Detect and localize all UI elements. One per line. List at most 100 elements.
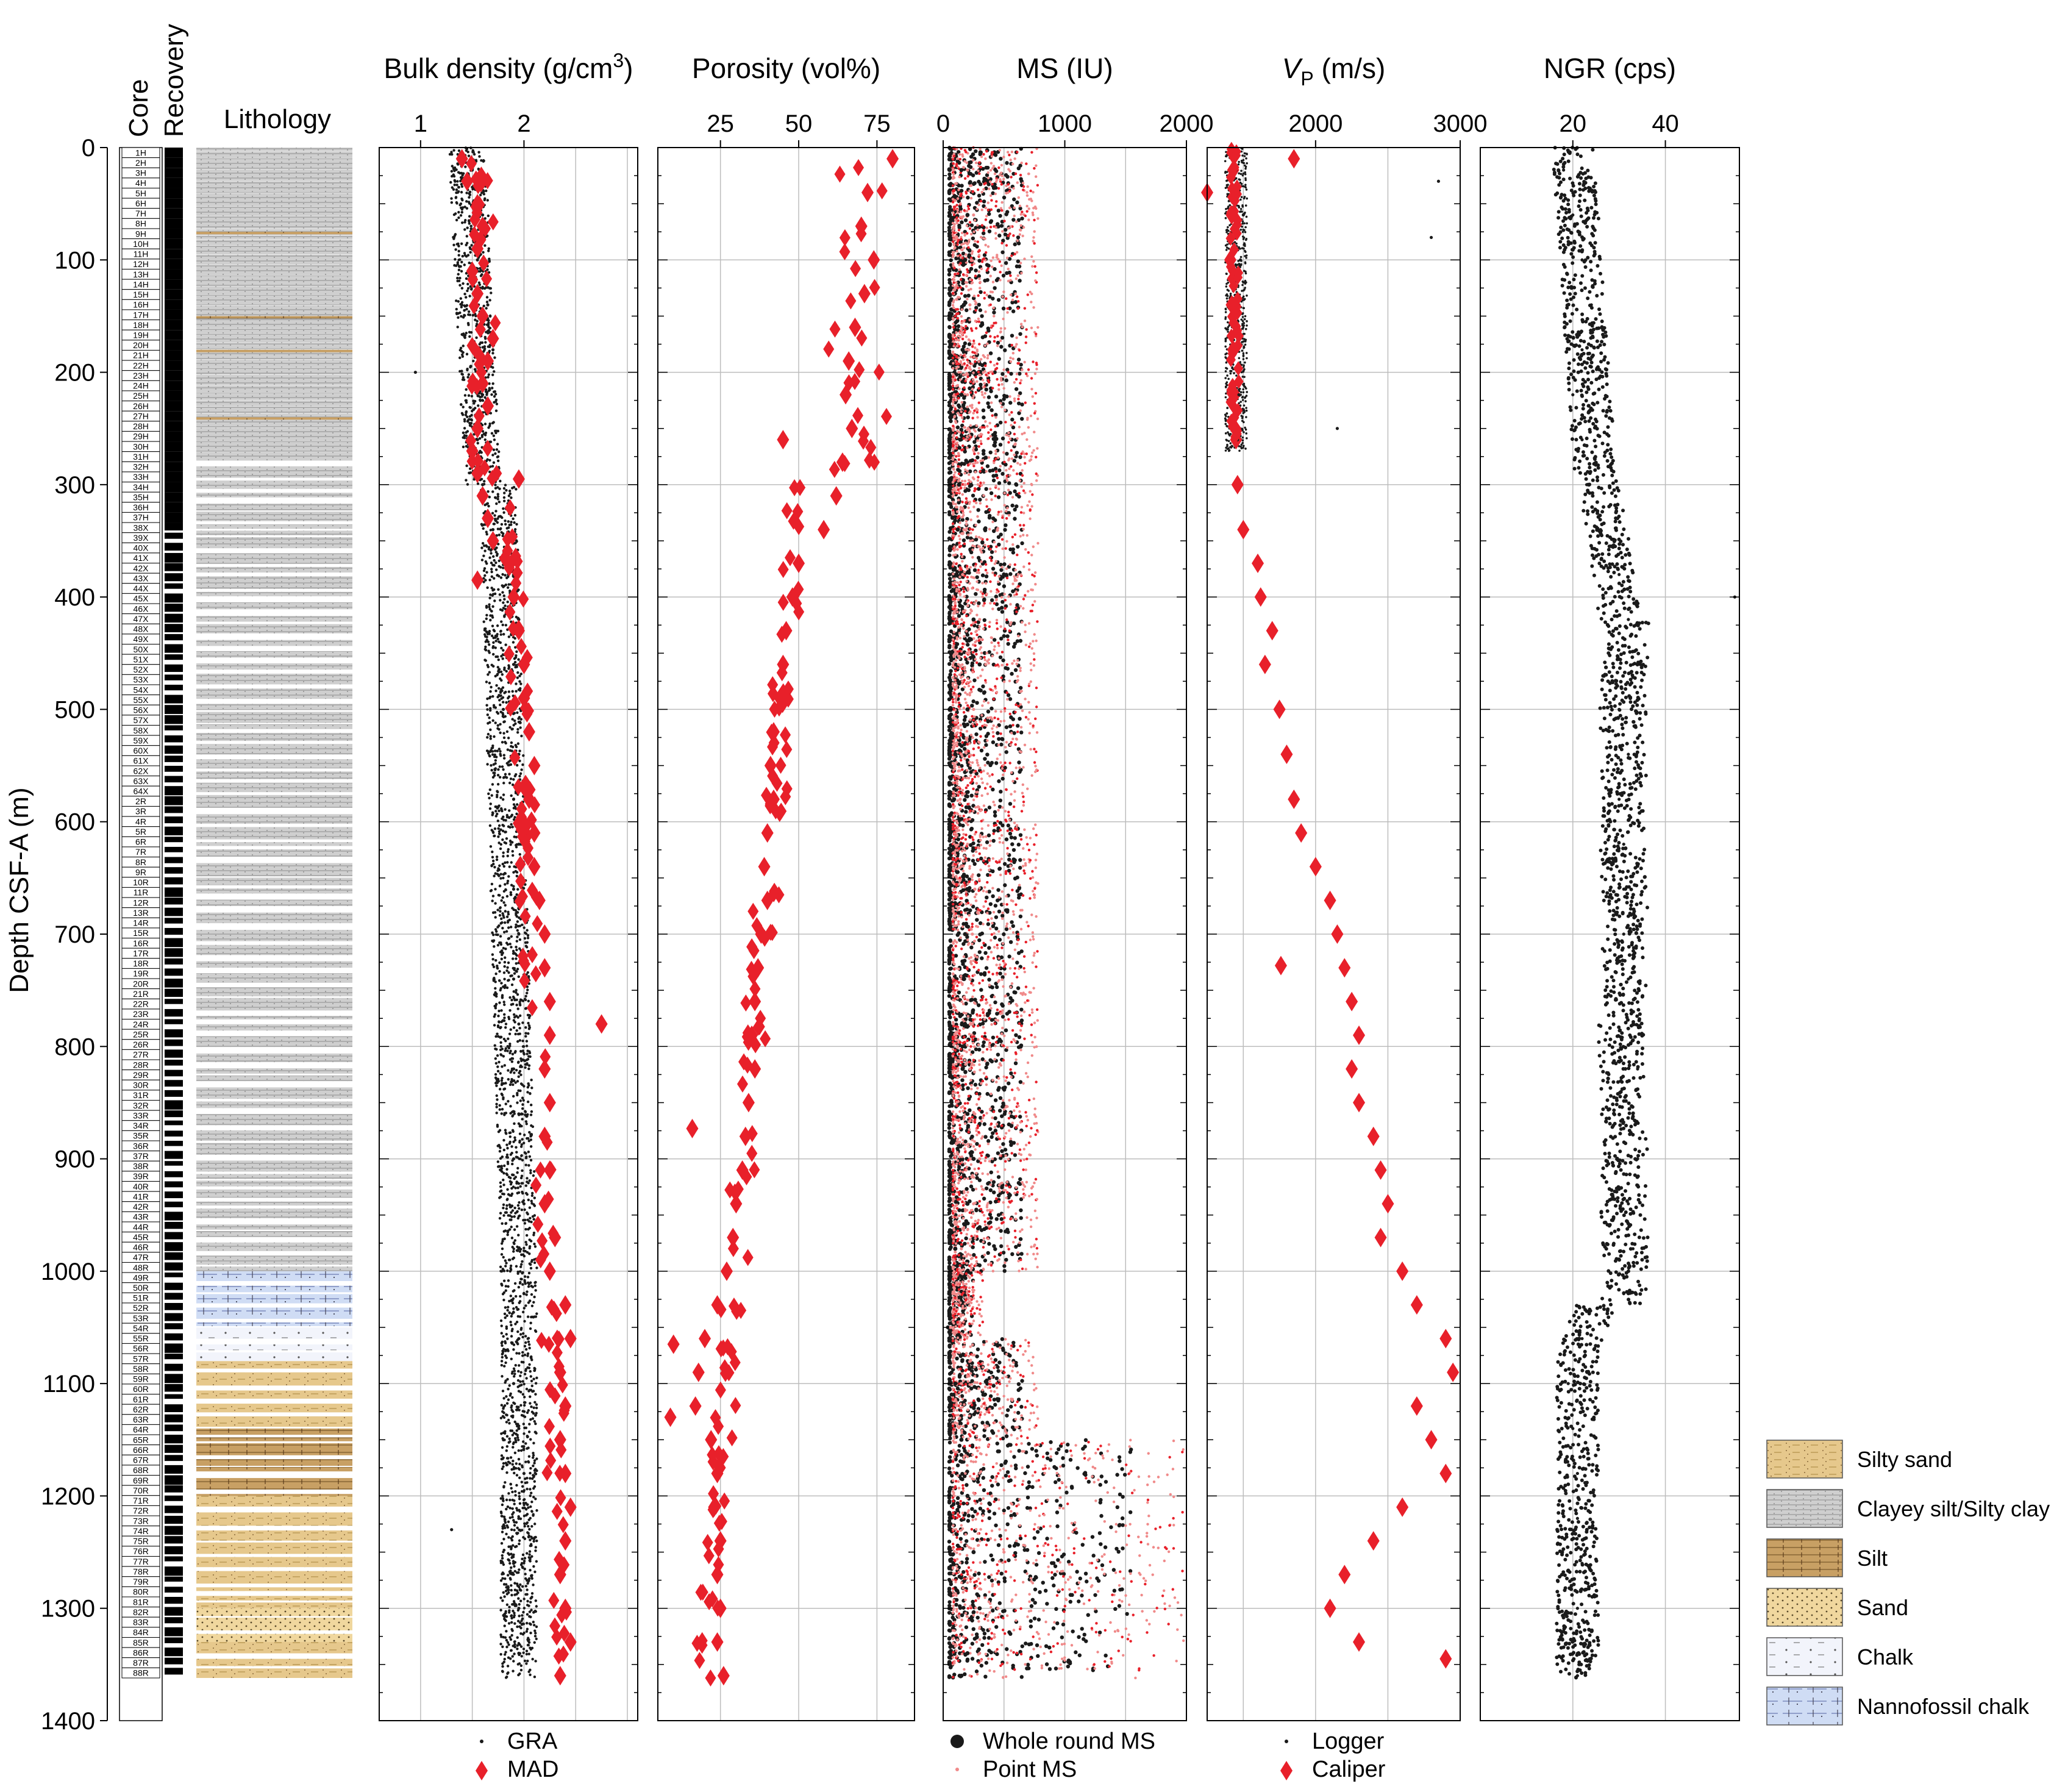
gra-point	[522, 1631, 526, 1635]
recovery-bar	[165, 1394, 183, 1399]
gra-point	[492, 641, 495, 644]
gra-point	[533, 1570, 537, 1574]
gra-point	[492, 704, 496, 707]
gra-point	[513, 1021, 516, 1024]
mad-point	[503, 645, 515, 663]
gra-point	[519, 1621, 522, 1624]
lithology-interval	[196, 418, 352, 427]
gra-point	[501, 1240, 504, 1243]
gra-point	[515, 523, 518, 526]
gra-point	[519, 1668, 523, 1672]
gra-point	[493, 523, 496, 526]
gra-point	[525, 1630, 529, 1633]
gra-point	[512, 885, 515, 888]
lithology-interval	[196, 480, 352, 489]
gra-point	[533, 1196, 537, 1199]
gra-point	[499, 987, 502, 990]
gra-point	[530, 1510, 533, 1513]
gra-point	[519, 1371, 522, 1374]
core-label: 76R	[133, 1546, 149, 1556]
core-label: 4H	[135, 178, 146, 188]
gra-point	[515, 948, 518, 952]
gra-point	[514, 1187, 517, 1190]
recovery-bar	[165, 725, 183, 730]
gra-point	[490, 552, 493, 555]
gra-point	[521, 1485, 524, 1488]
recovery-bar	[165, 1576, 183, 1582]
gra-point	[510, 1633, 513, 1637]
gra-point	[495, 1105, 498, 1108]
gra-point	[493, 559, 496, 562]
gra-point	[505, 894, 509, 898]
whole-round-ms-point	[1017, 1035, 1022, 1040]
gra-point	[508, 1131, 511, 1135]
gra-point	[508, 1437, 511, 1440]
gra-point	[530, 1410, 534, 1413]
recovery-bar	[165, 1435, 183, 1444]
gra-point	[493, 356, 496, 359]
whole-round-ms-point	[990, 1483, 994, 1488]
gra-point	[501, 823, 504, 827]
gra-point	[488, 299, 491, 302]
gra-point	[535, 1406, 538, 1410]
gra-point	[508, 918, 512, 922]
gra-point	[496, 774, 500, 777]
mad-point	[532, 915, 543, 932]
gra-point	[528, 1179, 531, 1182]
gra-point	[528, 1245, 532, 1248]
gra-point	[504, 1676, 508, 1679]
gra-point	[499, 906, 502, 909]
gra-point	[502, 1335, 505, 1338]
whole-round-ms-point	[1104, 1653, 1108, 1658]
core-label: 11H	[134, 249, 149, 259]
gra-point	[527, 1525, 530, 1528]
gra-point	[533, 1242, 536, 1246]
gra-point	[508, 1032, 512, 1035]
gra-point	[522, 1382, 526, 1386]
gra-point	[526, 1599, 529, 1603]
core-label: 45X	[134, 594, 149, 604]
core-label: 39X	[134, 533, 149, 543]
gra-point	[452, 243, 455, 246]
lithology-interval	[196, 441, 352, 452]
gra-point	[501, 1283, 504, 1287]
gra-point	[525, 1233, 529, 1237]
gra-point	[506, 1505, 510, 1508]
gra-point	[523, 1344, 527, 1348]
gra-point	[513, 1471, 516, 1475]
gra-point	[533, 1204, 537, 1207]
gra-point	[513, 1640, 516, 1643]
gra-point	[497, 534, 501, 537]
gra-point	[463, 427, 466, 430]
recovery-bar	[165, 593, 183, 603]
gra-point	[497, 501, 501, 504]
gra-point	[511, 854, 515, 857]
gra-point	[508, 1258, 512, 1262]
gra-point	[516, 1272, 519, 1275]
gra-point	[511, 826, 514, 829]
gra-point	[458, 356, 462, 360]
gra-point	[505, 1172, 508, 1176]
gra-point	[488, 824, 492, 827]
gra-point	[512, 949, 515, 953]
gra-point	[497, 687, 501, 690]
lithology-interval	[196, 1443, 352, 1455]
gra-point	[523, 1659, 527, 1663]
gra-point	[529, 1171, 532, 1174]
gra-point	[524, 1227, 527, 1231]
mad-point	[545, 1161, 557, 1179]
gra-point	[532, 1540, 535, 1543]
gra-point	[522, 1651, 525, 1654]
gra-point	[479, 449, 482, 453]
gra-point	[526, 1276, 530, 1279]
mad-point	[747, 902, 759, 920]
gra-point	[465, 235, 469, 238]
mad-point	[834, 165, 846, 183]
recovery-bar	[165, 411, 183, 421]
gra-point	[510, 520, 513, 524]
core-label: 52R	[133, 1303, 149, 1313]
gra-point	[522, 1432, 526, 1435]
whole-round-ms-point	[1011, 848, 1016, 852]
gra-point	[527, 1535, 530, 1539]
